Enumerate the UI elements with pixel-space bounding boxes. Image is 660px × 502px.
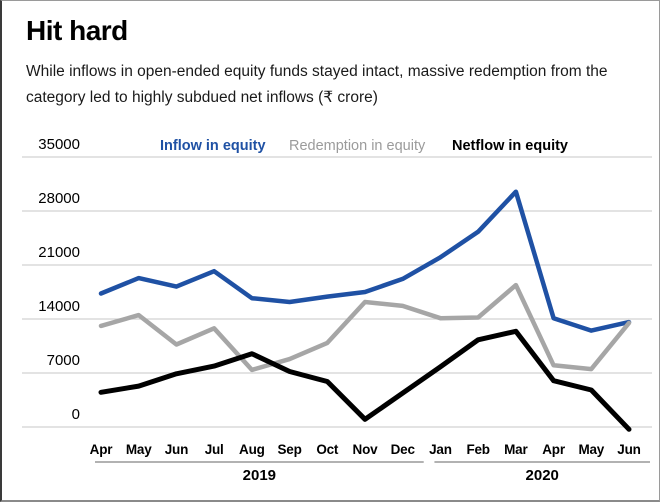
month-label: Oct [316, 442, 339, 457]
month-label: Jul [204, 442, 224, 457]
y-axis-label: 14000 [38, 298, 80, 315]
y-axis-label: 21000 [38, 244, 80, 261]
page-title: Hit hard [26, 15, 128, 46]
month-label: Jun [617, 442, 641, 457]
month-label: Apr [89, 442, 113, 457]
month-label: Feb [466, 442, 490, 457]
month-label: Dec [390, 442, 415, 457]
chart-subtitle: While inflows in open-ended equity funds… [26, 63, 608, 106]
month-label: Nov [352, 442, 378, 457]
month-label: May [578, 442, 605, 457]
year-label-2019: 2019 [242, 467, 277, 484]
month-label: Aug [239, 442, 265, 457]
netflow-line [98, 328, 632, 432]
legend-item-netflow: Netflow in equity [452, 138, 568, 154]
month-label: Jun [164, 442, 189, 457]
year-label-2020: 2020 [525, 467, 559, 484]
y-axis-label: 0 [71, 406, 80, 423]
month-label: Jan [429, 442, 452, 457]
y-axis-label: 28000 [38, 190, 80, 207]
inflow-line [98, 189, 632, 333]
y-axis-label: 7000 [46, 352, 80, 369]
legend-item-redemption: Redemption in equity [289, 138, 426, 154]
y-axis-label: 35000 [38, 136, 80, 153]
month-label: May [125, 442, 152, 457]
redemption-line [98, 282, 632, 373]
month-label: Sep [277, 442, 302, 457]
month-label: Apr [542, 442, 565, 457]
month-label: Mar [504, 442, 528, 457]
legend-item-inflow: Inflow in equity [160, 138, 266, 154]
